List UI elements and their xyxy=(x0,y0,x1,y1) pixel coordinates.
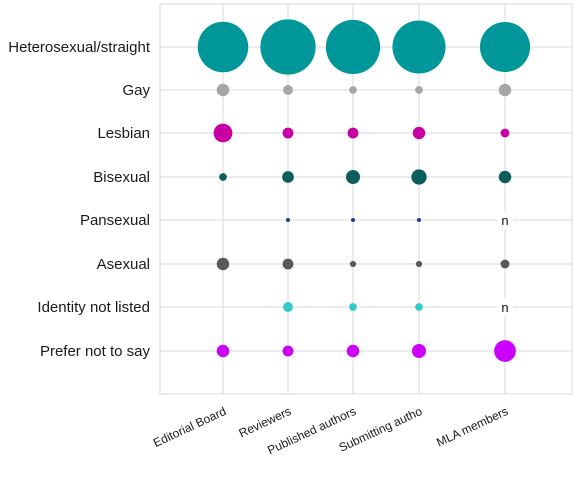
bubble xyxy=(216,344,230,358)
bubble xyxy=(213,123,233,143)
bubble xyxy=(282,345,294,357)
bubble xyxy=(415,86,423,94)
labels: Heterosexual/straight Gay Lesbian Bisexual P… xyxy=(8,39,510,457)
bubble xyxy=(282,127,294,139)
bubble xyxy=(412,344,426,358)
bubble xyxy=(325,19,381,75)
bubble xyxy=(349,86,357,94)
bubble xyxy=(500,259,510,269)
bubble xyxy=(417,218,421,222)
bubble xyxy=(282,171,294,183)
bubble xyxy=(216,257,230,271)
bubble xyxy=(349,303,357,311)
bubble xyxy=(286,218,290,222)
bubble xyxy=(351,218,355,222)
bubbles xyxy=(197,19,531,362)
missing-marker: n xyxy=(501,300,508,315)
row-label: Lesbian xyxy=(97,125,150,142)
bubble xyxy=(219,173,227,181)
plot-border xyxy=(159,3,573,395)
row-label: Prefer not to say xyxy=(40,343,151,360)
row-label: Gay xyxy=(122,82,150,99)
row-label: Bisexual xyxy=(93,169,150,186)
bubble xyxy=(498,83,512,97)
bubble xyxy=(347,127,359,139)
bubble xyxy=(392,20,446,74)
bubble xyxy=(411,169,427,185)
bubble xyxy=(412,126,426,140)
bubble xyxy=(500,128,510,138)
bubble xyxy=(260,19,316,75)
row-label: Pansexual xyxy=(80,212,150,229)
missing-patch xyxy=(497,298,513,316)
bubble xyxy=(494,340,516,362)
bubble xyxy=(498,170,512,184)
row-label: Asexual xyxy=(97,256,150,273)
row-label: Heterosexual/straight xyxy=(8,39,151,56)
bubble xyxy=(283,85,293,95)
bubble xyxy=(216,83,230,97)
missing-patch xyxy=(497,211,513,229)
bubble xyxy=(479,21,531,73)
bubble xyxy=(283,302,293,312)
bubble xyxy=(415,260,423,268)
column-label: MLA members xyxy=(434,404,510,449)
bubble xyxy=(346,170,360,184)
bubble xyxy=(415,303,423,311)
column-label: Editorial Board xyxy=(151,404,228,450)
bubble xyxy=(282,258,294,270)
bubble xyxy=(346,344,360,358)
bubble xyxy=(197,21,249,73)
missing-marker: n xyxy=(501,213,508,228)
row-label: Identity not listed xyxy=(37,299,150,316)
bubble xyxy=(349,260,357,268)
